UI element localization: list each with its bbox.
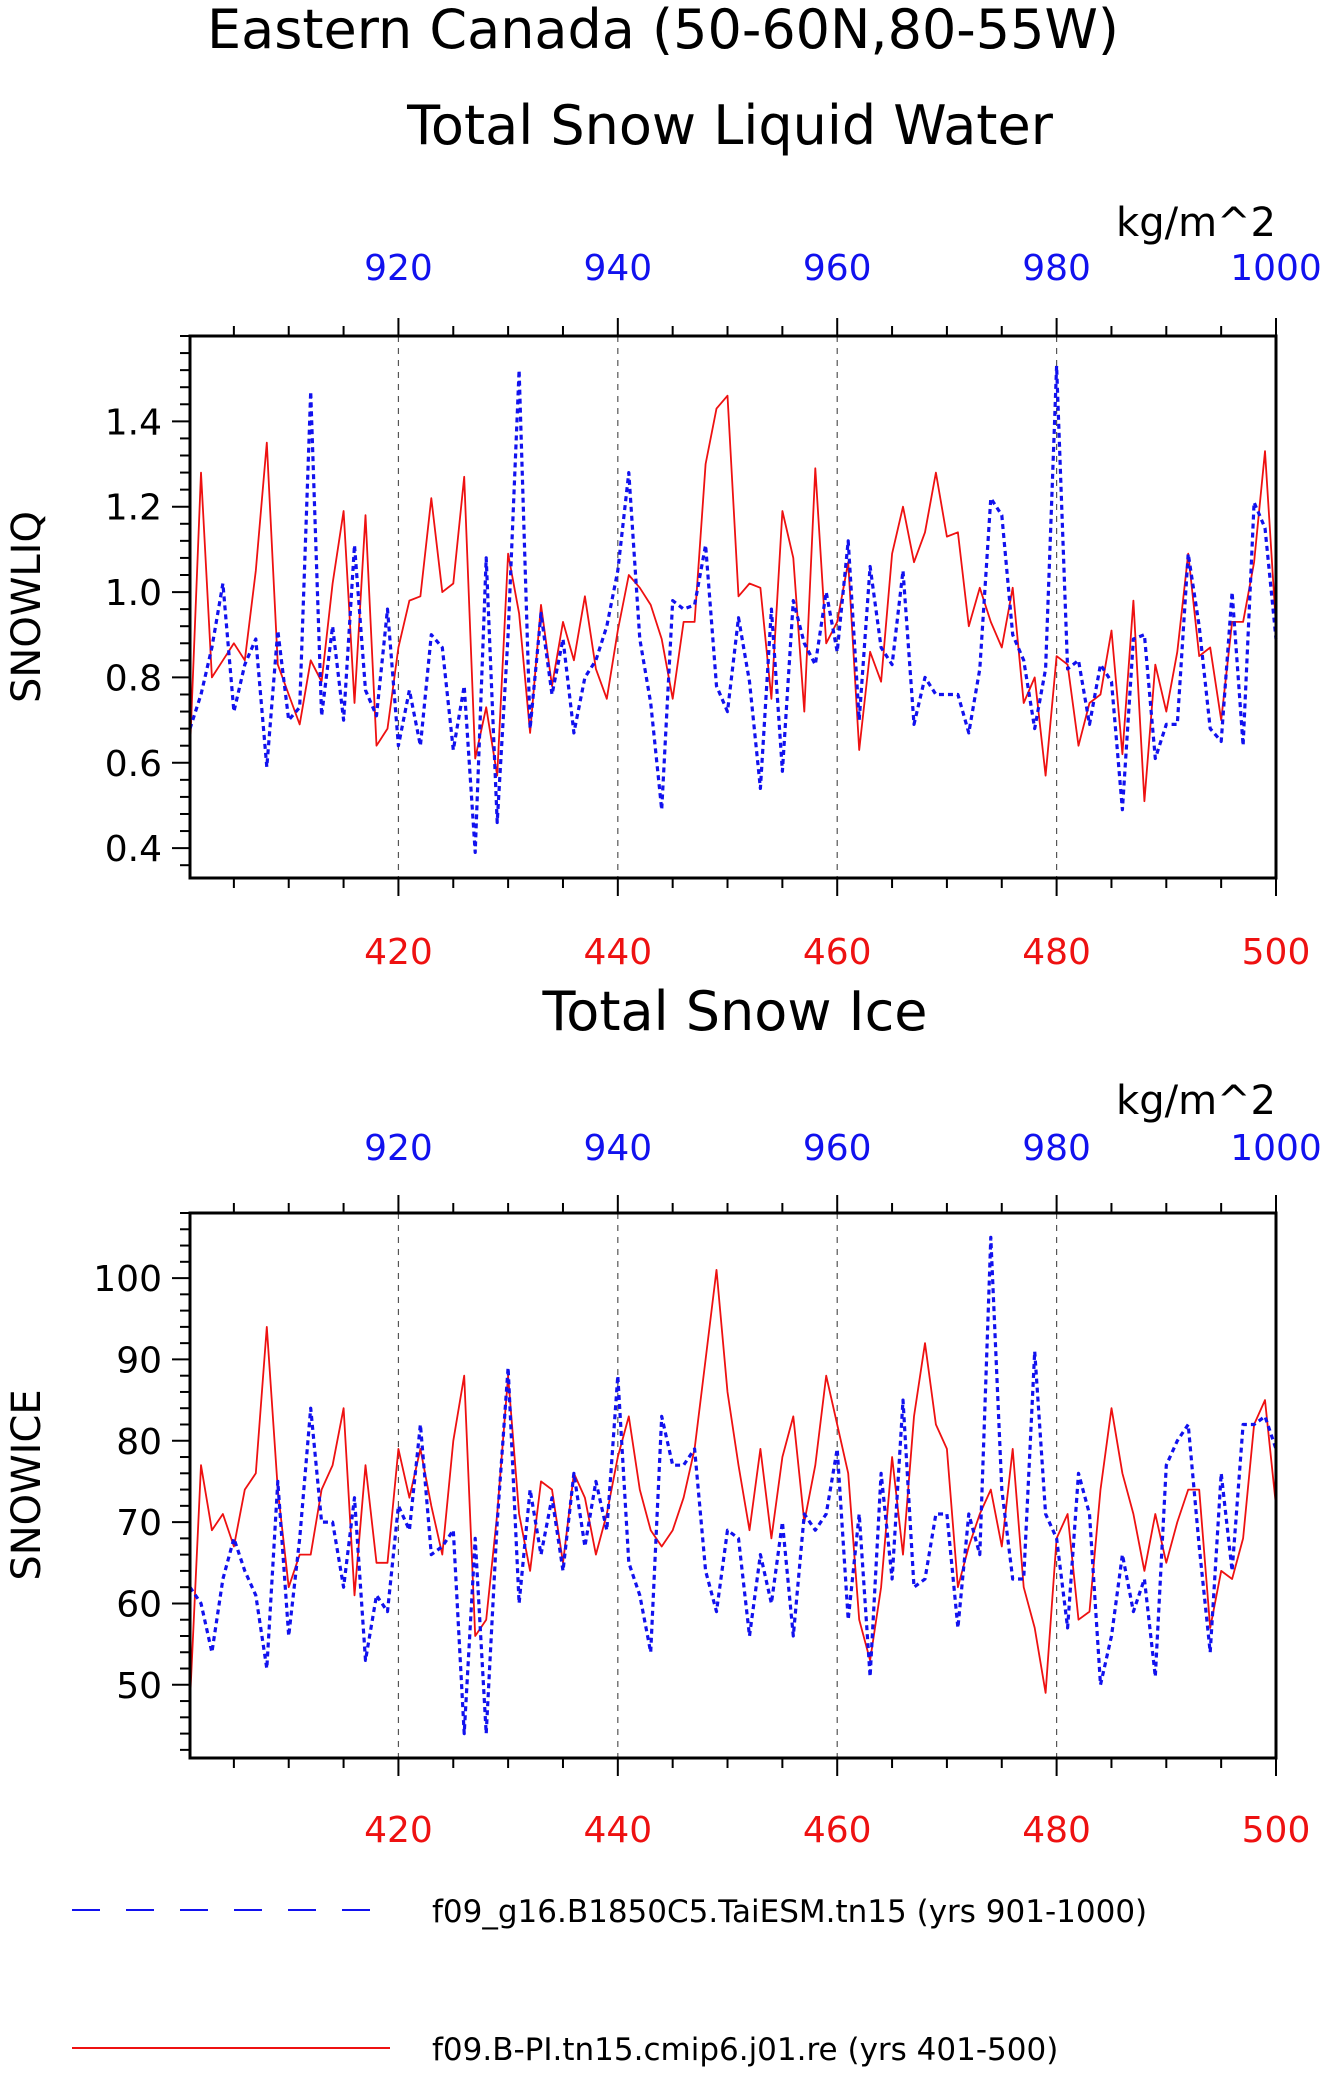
panel2-title: Total Snow Ice [542,980,928,1043]
x-bottom-tick-label-500: 500 [1242,932,1311,973]
y-tick-label-0: 0.4 [105,829,162,870]
x-top-tick-label-980: 980 [1022,248,1091,289]
blue-series-line [188,364,1278,855]
y-tick-label-4: 90 [116,1340,162,1381]
main-title-line-2: Total Snow Liquid Water [406,94,1054,157]
units-label: kg/m^2 [1116,1078,1276,1124]
x-top-tick-label-940: 940 [583,248,652,289]
legend-label-red: f09.B-PI.tn15.cmip6.j01.re (yrs 401-500) [432,2032,1058,2068]
x-top-tick-label-980: 980 [1022,1128,1091,1169]
legend-label-blue: f09_g16.B1850C5.TaiESM.tn15 (yrs 901-100… [432,1894,1147,1930]
y-tick-label-5: 1.4 [105,402,162,443]
x-bottom-tick-label-480: 480 [1022,1810,1091,1851]
x-bottom-tick-label-420: 420 [364,932,433,973]
x-top-tick-label-920: 920 [364,1128,433,1169]
red-series-line [189,394,1277,803]
y-tick-label-1: 0.6 [105,744,162,785]
plot-frame [188,334,1278,880]
y-tick-label-4: 1.2 [105,488,162,529]
y-tick-label-0: 50 [116,1666,162,1707]
units-label: kg/m^2 [1116,200,1276,246]
red-series-line [189,1269,1277,1702]
y-tick-label-5: 100 [93,1259,162,1300]
y-tick-label-3: 80 [116,1422,162,1463]
x-bottom-tick-label-500: 500 [1242,1810,1311,1851]
x-bottom-tick-label-480: 480 [1022,932,1091,973]
x-bottom-tick-label-440: 440 [583,932,652,973]
y-axis-label: SNOWICE [4,1389,50,1580]
x-bottom-tick-label-420: 420 [364,1810,433,1851]
y-axis-label: SNOWLIQ [4,511,50,703]
y-tick-label-3: 1.0 [105,573,162,614]
x-top-tick-label-940: 940 [583,1128,652,1169]
x-top-tick-label-960: 960 [803,248,872,289]
main-title-line-1: Eastern Canada (50-60N,80-55W) [207,0,1119,61]
blue-series-line [188,1235,1278,1736]
x-top-tick-label-920: 920 [364,248,433,289]
x-top-tick-label-960: 960 [803,1128,872,1169]
y-tick-label-2: 0.8 [105,658,162,699]
x-bottom-tick-label-460: 460 [803,932,872,973]
legend: f09_g16.B1850C5.TaiESM.tn15 (yrs 901-100… [72,1894,1147,2068]
x-bottom-tick-label-440: 440 [583,1810,652,1851]
x-bottom-tick-label-460: 460 [803,1810,872,1851]
x-top-tick-label-1000: 1000 [1230,1128,1322,1169]
x-top-tick-label-1000: 1000 [1230,248,1322,289]
plot-frame [188,1211,1278,1760]
y-tick-label-1: 60 [116,1584,162,1625]
y-tick-label-2: 70 [116,1503,162,1544]
